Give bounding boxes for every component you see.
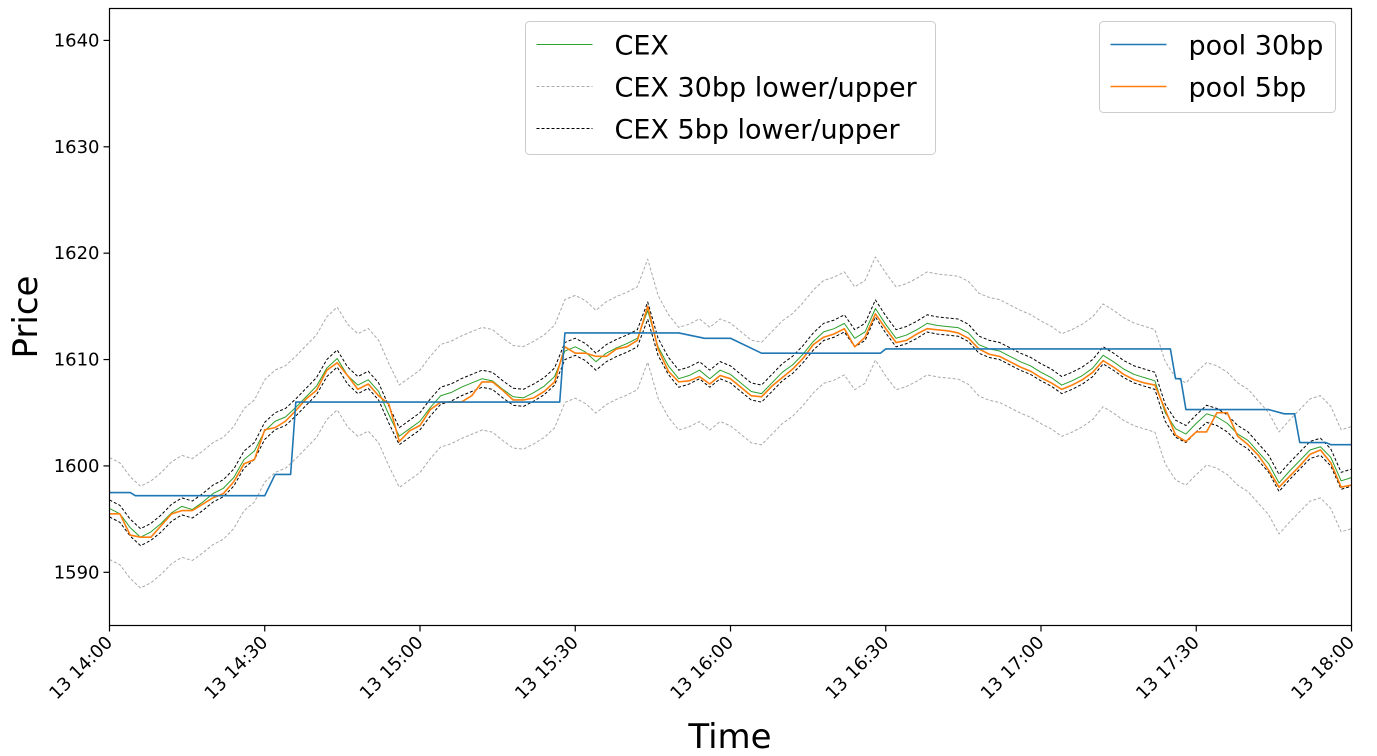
x-tick-label: 13 14:00 xyxy=(45,632,117,704)
legend-label: pool 30bp xyxy=(1189,31,1324,62)
y-tick-label: 1640 xyxy=(54,30,100,51)
y-tick-label: 1620 xyxy=(54,243,100,264)
x-tick-label: 13 16:30 xyxy=(822,632,894,704)
x-tick-label: 13 18:00 xyxy=(1287,632,1359,704)
plot-lines xyxy=(109,256,1352,589)
cex-30bp-upper-line xyxy=(109,256,1352,487)
legend-label: CEX xyxy=(615,31,669,62)
x-tick-label: 13 16:00 xyxy=(666,632,738,704)
pool-30bp-line xyxy=(109,332,1352,497)
legend-label: CEX 5bp lower/upper xyxy=(615,115,901,146)
legend-cex: CEX CEX 30bp lower/upper CEX 5bp lower/upp… xyxy=(525,21,936,155)
x-axis-ticks: 13 14:00 13 14:30 13 15:00 13 15:30 13 16:00… xyxy=(45,625,1359,704)
x-tick-label: 13 15:30 xyxy=(511,632,583,704)
pool-5bp-line xyxy=(109,305,1352,539)
legend-pools: pool 30bp pool 5bp xyxy=(1099,21,1336,113)
x-tick-label: 13 15:00 xyxy=(356,632,428,704)
x-axis-label: Time xyxy=(687,717,771,756)
legends: CEX CEX 30bp lower/upper CEX 5bp lower/upp… xyxy=(525,21,1336,155)
x-tick-label: 13 14:30 xyxy=(201,632,273,704)
legend-box xyxy=(525,21,936,155)
legend-label: pool 5bp xyxy=(1189,73,1307,104)
legend-label: CEX 30bp lower/upper xyxy=(615,73,918,104)
cex-30bp-lower-line xyxy=(109,359,1352,589)
y-tick-label: 1630 xyxy=(54,137,100,158)
y-axis-label: Price xyxy=(6,276,46,359)
cex-5bp-upper-line xyxy=(109,299,1352,530)
y-tick-label: 1590 xyxy=(54,562,100,583)
cex-5bp-lower-line xyxy=(109,316,1352,547)
y-tick-label: 1610 xyxy=(54,350,100,371)
y-axis-ticks: 1590 1600 1610 1620 1630 1640 xyxy=(54,30,110,583)
x-tick-label: 13 17:30 xyxy=(1132,632,1204,704)
x-tick-label: 13 17:00 xyxy=(977,632,1049,704)
cex-line xyxy=(109,307,1352,538)
y-tick-label: 1600 xyxy=(54,456,100,477)
